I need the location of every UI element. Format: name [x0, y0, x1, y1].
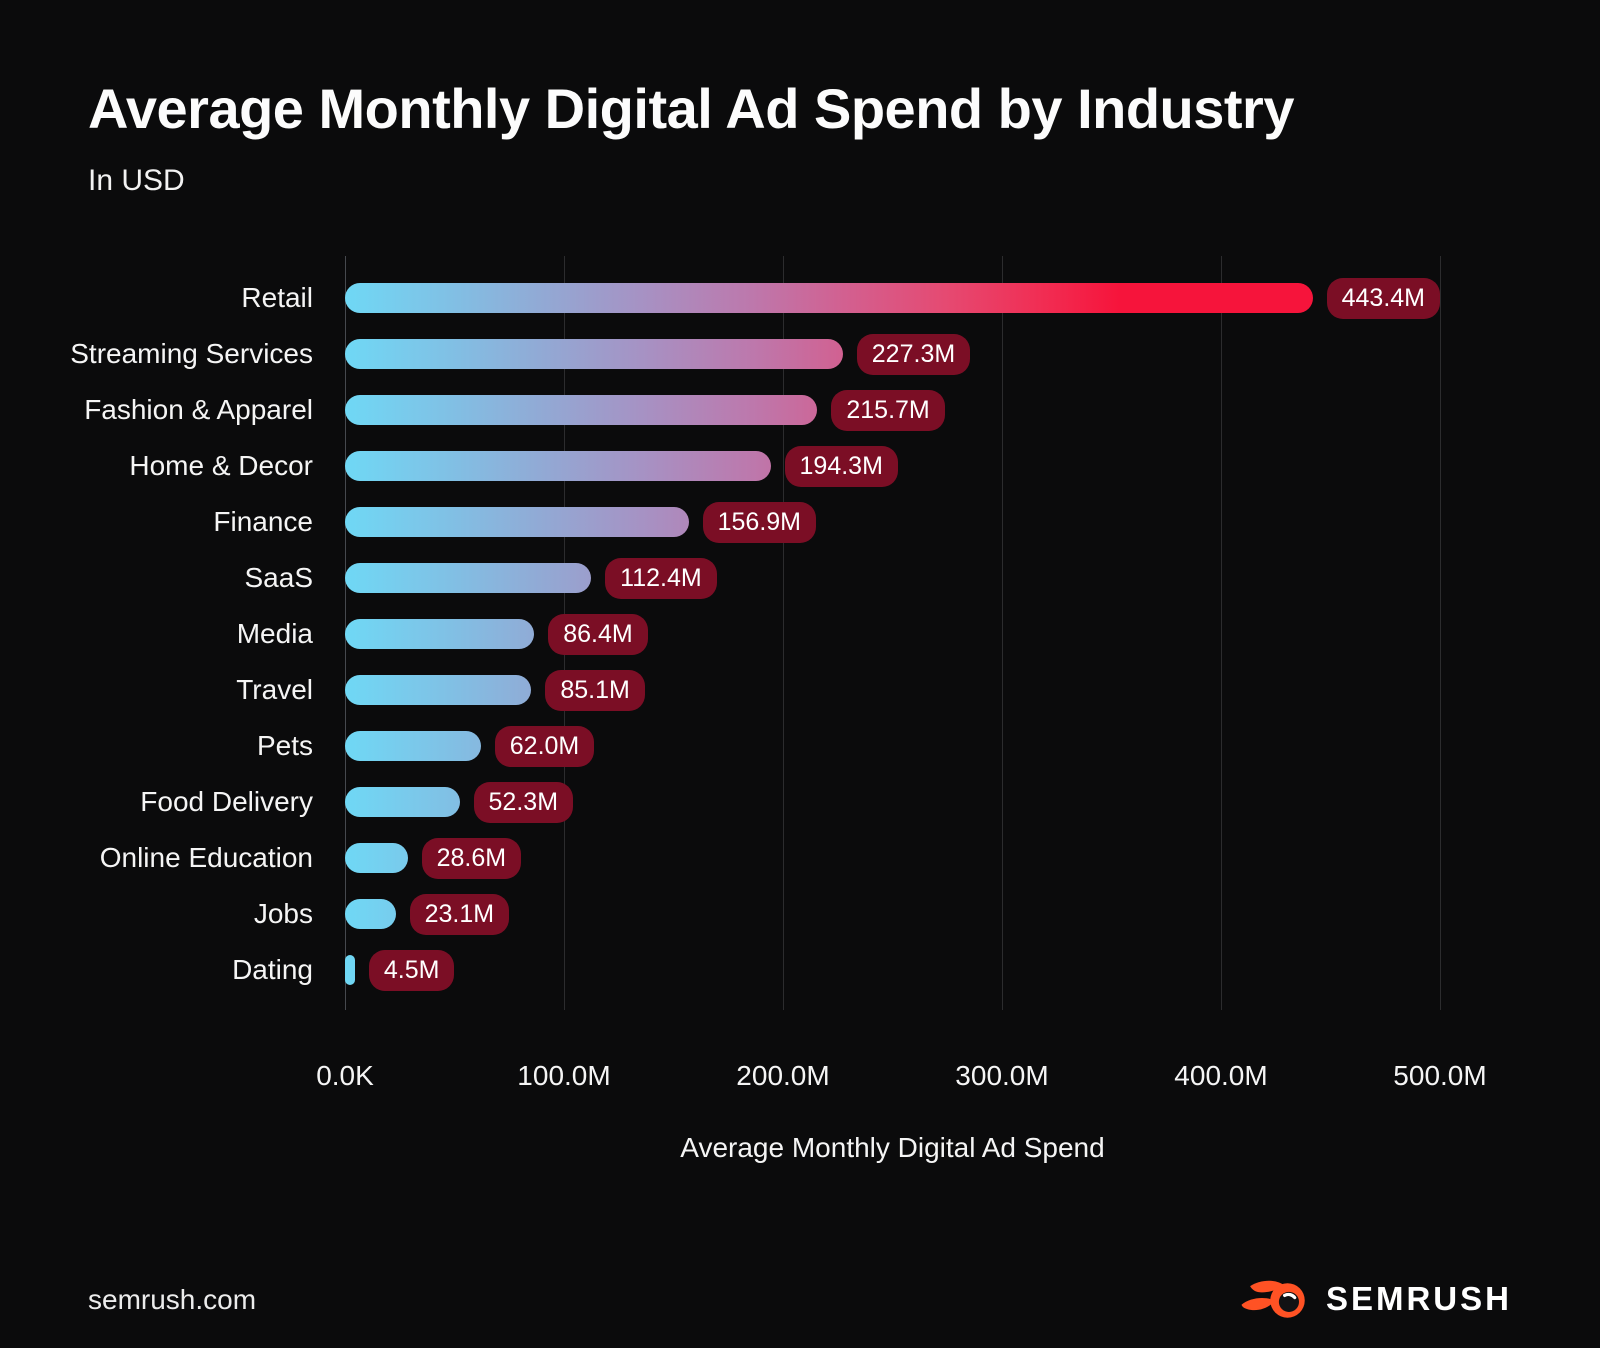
x-axis-ticks: 0.0K 100.0M 200.0M 300.0M 400.0M 500.0M [316, 1060, 1487, 1100]
bar-area: 215.7M [345, 389, 1440, 431]
bar-row-streaming-services: Streaming Services 227.3M [0, 326, 1600, 382]
value-pill-saas: 112.4M [605, 557, 717, 599]
value-pill-dating: 4.5M [368, 949, 455, 991]
source-url: semrush.com [88, 1284, 257, 1315]
bar-pets [345, 731, 481, 761]
category-label-saas: SaaS [244, 562, 314, 593]
bar-chart: Retail 443.4M Streaming Services 227.3M Fash… [0, 256, 1600, 1176]
bar-area: 52.3M [345, 781, 1440, 823]
value-pill-retail: 443.4M [1326, 277, 1440, 319]
bar-retail [345, 283, 1313, 313]
x-axis-title: Average Monthly Digital Ad Spend [680, 1132, 1105, 1163]
bar-area: 227.3M [345, 333, 1440, 375]
bar-finance [345, 507, 689, 537]
bar-area: 112.4M [345, 557, 1440, 599]
bar-area: 194.3M [345, 445, 1440, 487]
bar-row-retail: Retail 443.4M [0, 270, 1600, 326]
bar-row-online-education: Online Education 28.6M [0, 830, 1600, 886]
x-tick-label: 0.0K [316, 1060, 374, 1091]
bar-row-travel: Travel 85.1M [0, 662, 1600, 718]
bar-area: 85.1M [345, 669, 1440, 711]
value-pill-online-education: 28.6M [421, 837, 522, 879]
value-pill-pets: 62.0M [494, 725, 595, 767]
bar-area: 62.0M [345, 725, 1440, 767]
category-label-dating: Dating [232, 954, 313, 985]
bar-row-pets: Pets 62.0M [0, 718, 1600, 774]
category-label-travel: Travel [236, 674, 313, 705]
bar-travel [345, 675, 532, 705]
value-pill-travel: 85.1M [545, 669, 645, 711]
x-tick-label: 100.0M [517, 1060, 611, 1091]
bar-row-fashion-apparel: Fashion & Apparel 215.7M [0, 382, 1600, 438]
bar-food-delivery [345, 787, 460, 817]
semrush-logo: SEMRUSH [1240, 1276, 1512, 1322]
x-tick-label: 300.0M [955, 1060, 1049, 1091]
value-pill-streaming-services: 227.3M [856, 333, 971, 375]
semrush-flame-ball-icon [1241, 1280, 1305, 1318]
value-pill-jobs: 23.1M [409, 893, 510, 935]
category-label-jobs: Jobs [253, 898, 313, 929]
category-label-online-education: Online Education [99, 842, 313, 873]
semrush-logo-text: SEMRUSH [1325, 1280, 1512, 1317]
bar-area: 156.9M [345, 501, 1440, 543]
category-label-finance: Finance [213, 506, 313, 537]
x-tick-label: 500.0M [1393, 1060, 1487, 1091]
bar-saas [345, 563, 592, 593]
bar-row-media: Media 86.4M [0, 606, 1600, 662]
category-label-fashion-apparel: Fashion & Apparel [84, 394, 313, 425]
gridline [1440, 256, 1441, 1010]
bar-dating [345, 955, 355, 985]
bar-area: 28.6M [345, 837, 1440, 879]
bar-fashion-apparel [345, 395, 818, 425]
value-pill-home-decor: 194.3M [784, 445, 898, 487]
x-tick-label: 200.0M [736, 1060, 830, 1091]
bar-row-finance: Finance 156.9M [0, 494, 1600, 550]
bar-row-jobs: Jobs 23.1M [0, 886, 1600, 942]
bar-row-food-delivery: Food Delivery 52.3M [0, 774, 1600, 830]
x-tick-label: 400.0M [1174, 1060, 1268, 1091]
category-label-media: Media [236, 618, 313, 649]
category-label-food-delivery: Food Delivery [140, 786, 313, 817]
chart-subtitle: In USD [88, 164, 185, 197]
value-pill-media: 86.4M [548, 613, 648, 655]
bar-row-home-decor: Home & Decor 194.3M [0, 438, 1600, 494]
value-pill-finance: 156.9M [702, 501, 816, 543]
gridline [1221, 256, 1222, 1010]
bar-jobs [345, 899, 396, 929]
bar-media [345, 619, 535, 649]
chart-title: Average Monthly Digital Ad Spend by Indu… [88, 77, 1294, 140]
bar-rows: Retail 443.4M Streaming Services 227.3M Fash… [0, 270, 1600, 998]
value-pill-food-delivery: 52.3M [473, 781, 574, 823]
category-label-retail: Retail [241, 282, 313, 313]
bar-area: 4.5M [345, 949, 1440, 991]
bar-home-decor [345, 451, 771, 481]
value-pill-fashion-apparel: 215.7M [831, 389, 945, 431]
bar-area: 23.1M [345, 893, 1440, 935]
bar-online-education [345, 843, 408, 873]
category-label-pets: Pets [256, 730, 313, 761]
bar-streaming-services [345, 339, 843, 369]
category-label-streaming-services: Streaming Services [70, 338, 313, 369]
bar-row-dating: Dating 4.5M [0, 942, 1600, 998]
category-label-home-decor: Home & Decor [129, 450, 313, 481]
gridline [1002, 256, 1003, 1010]
gridline [783, 256, 784, 1010]
bar-row-saas: SaaS 112.4M [0, 550, 1600, 606]
bar-area: 443.4M [345, 277, 1440, 319]
bar-area: 86.4M [345, 613, 1440, 655]
